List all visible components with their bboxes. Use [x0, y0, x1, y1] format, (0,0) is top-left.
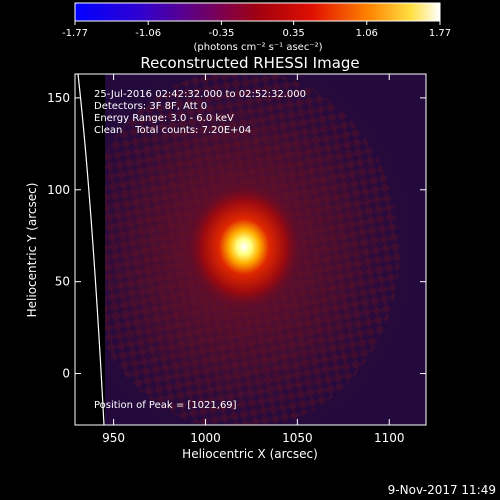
- colorbar-tick-label: -0.35: [208, 28, 234, 39]
- y-tick-label: 0: [62, 367, 70, 381]
- y-axis-ticks: 0 50 100 150: [47, 91, 426, 381]
- colorbar-tick-label: 1.77: [429, 28, 451, 39]
- chart-title: Reconstructed RHESSI Image: [140, 54, 359, 72]
- x-tick-label: 1000: [190, 431, 221, 445]
- annotation-clean-counts: Clean Total counts: 7.20E+04: [94, 125, 251, 136]
- x-axis-ticks: 950 1000 1050 1100: [102, 74, 405, 445]
- image-area: [75, 74, 426, 425]
- x-tick-label: 1050: [282, 431, 313, 445]
- annotation-time-range: 25-Jul-2016 02:42:32.000 to 02:52:32.000: [94, 89, 306, 100]
- plot-frame: [74, 73, 427, 426]
- y-tick-label: 150: [47, 91, 70, 105]
- colorbar-unit-label: (photons cm⁻² s⁻¹ asec⁻²): [193, 42, 322, 53]
- annotation-energy-range: Energy Range: 3.0 - 6.0 keV: [94, 113, 234, 124]
- colorbar-tick-label: -1.77: [62, 28, 88, 39]
- y-axis-label: Heliocentric Y (arcsec): [25, 183, 39, 318]
- y-tick-label: 50: [55, 275, 70, 289]
- colorbar-ticks: -1.77 -1.06 -0.35 0.35 1.06 1.77: [62, 21, 451, 39]
- peak-position-label: Position of Peak = [1021,69]: [94, 400, 237, 411]
- solar-limb-line: [77, 74, 105, 425]
- peak-source: [184, 180, 305, 313]
- x-axis-label: Heliocentric X (arcsec): [182, 447, 318, 461]
- colorbar: [74, 2, 441, 22]
- y-tick-label: 100: [47, 183, 70, 197]
- x-tick-label: 950: [102, 431, 125, 445]
- x-tick-label: 1100: [374, 431, 405, 445]
- footer-date: 9-Nov-2017 11:49: [388, 483, 496, 497]
- colorbar-tick-label: 1.06: [356, 28, 378, 39]
- colorbar-tick-label: -1.06: [135, 28, 161, 39]
- annotation-detectors: Detectors: 3F 8F, Att 0: [94, 101, 207, 112]
- colorbar-tick-label: 0.35: [282, 28, 304, 39]
